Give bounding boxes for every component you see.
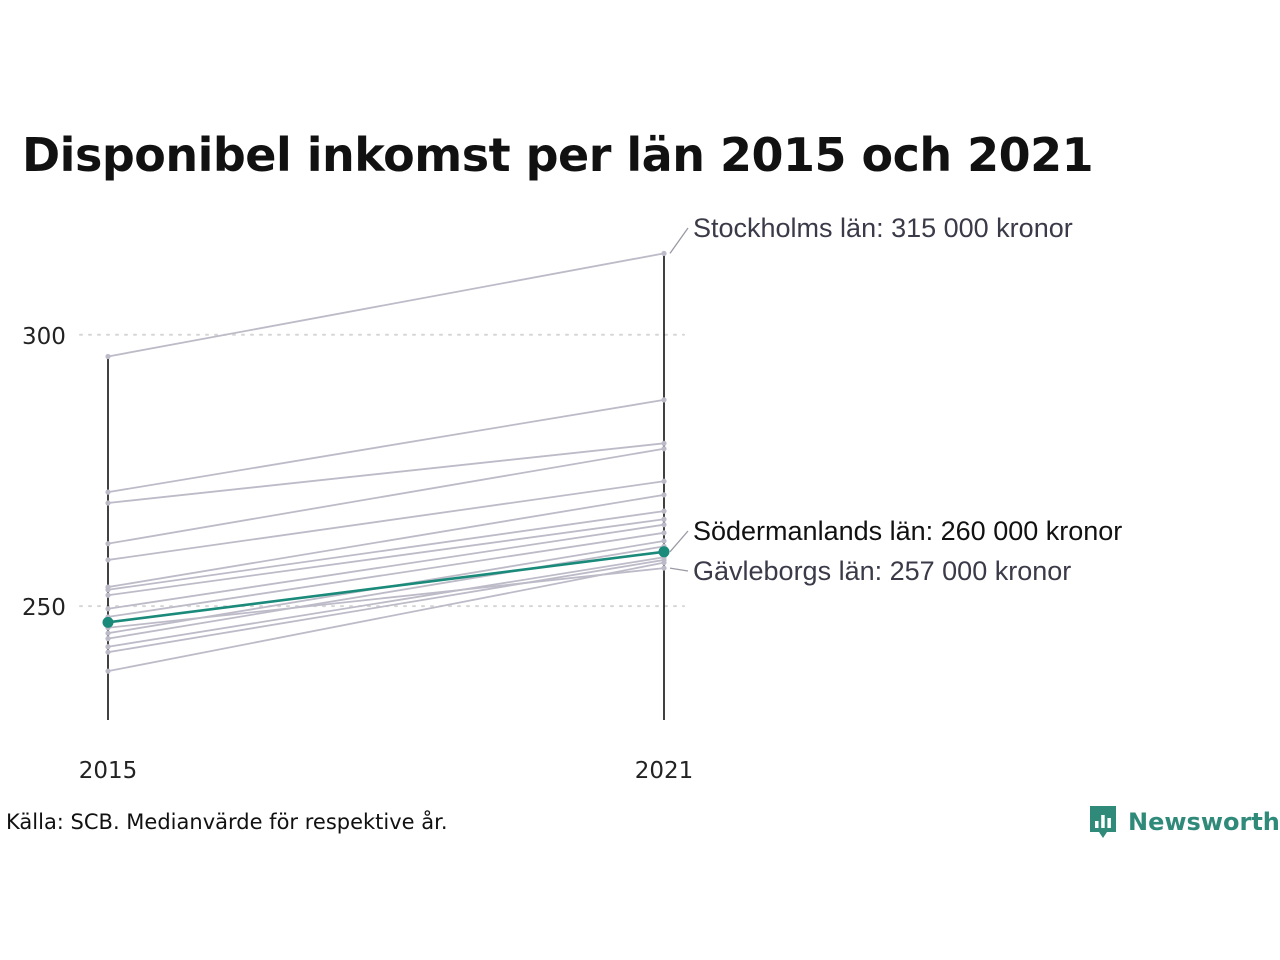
point-län-3-2015 (105, 500, 111, 506)
leader-södermanlands-län (669, 530, 689, 553)
brand-logo: Newsworthy (1088, 802, 1280, 842)
point-län-9-2021 (661, 522, 667, 528)
gridlines (79, 333, 685, 608)
series-södermanlands-län (102, 546, 670, 628)
y-tick-labels: 250 300 (22, 324, 66, 621)
series-län-2 (105, 397, 667, 495)
line-län-9 (107, 523, 665, 610)
line-län-12 (107, 545, 665, 640)
point-län-13-2015 (105, 644, 111, 650)
point-län-10-2021 (661, 530, 667, 536)
point-län-15-2021 (661, 560, 667, 566)
series-län-4 (105, 446, 667, 547)
line-län-7 (107, 510, 665, 591)
series-län-12 (105, 543, 667, 642)
series-labels: Stockholms län: 315 000 kronor Gävleborgs… (669, 213, 1122, 586)
point-län-4-2015 (105, 541, 111, 547)
line-län-4 (107, 447, 665, 545)
point-län-7-2015 (105, 587, 111, 593)
point-län-11-2015 (105, 630, 111, 636)
line-län-5 (107, 480, 665, 561)
line-län-2 (107, 399, 665, 494)
leader-stockholms-län (669, 227, 689, 254)
line-gävleborgs-län (107, 567, 665, 629)
x-tick-labels: 2015 2021 (79, 758, 694, 784)
leader-gävleborgs-län (669, 567, 689, 572)
y-tick-250: 250 (22, 595, 66, 621)
series-län-15 (105, 560, 667, 674)
point-län-12-2015 (105, 636, 111, 642)
point-län-4-2021 (661, 446, 667, 452)
point-län-5-2015 (105, 557, 111, 563)
point-län-2-2015 (105, 489, 111, 495)
brand-name: Newsworthy (1128, 808, 1280, 836)
line-län-14 (107, 559, 665, 654)
point-län-14-2015 (105, 649, 111, 655)
series-lines (102, 250, 670, 674)
label-södermanlands-län: Södermanlands län: 260 000 kronor (693, 516, 1122, 546)
year-axes (107, 253, 665, 720)
x-tick-2021: 2021 (635, 758, 694, 784)
point-södermanlands-län-2015 (102, 616, 114, 628)
series-län-13 (105, 554, 667, 650)
point-län-8-2015 (105, 592, 111, 598)
line-län-8 (107, 518, 665, 597)
series-län-5 (105, 478, 667, 563)
newsworthy-icon (1090, 806, 1116, 838)
series-stockholms-län (105, 250, 667, 360)
point-stockholms-län-2021 (661, 250, 667, 257)
point-län-3-2021 (661, 440, 667, 446)
point-södermanlands-län-2021 (658, 546, 670, 558)
series-län-3 (105, 440, 667, 506)
label-stockholms-län: Stockholms län: 315 000 kronor (693, 213, 1073, 243)
point-län-11-2021 (661, 538, 667, 544)
chart-title: Disponibel inkomst per län 2015 och 2021 (22, 128, 1094, 182)
point-stockholms-län-2015 (105, 353, 111, 360)
line-stockholms-län (107, 252, 665, 358)
series-län-9 (105, 522, 667, 612)
series-län-7 (105, 508, 667, 593)
line-län-6 (107, 493, 665, 588)
label-gävleborgs-län: Gävleborgs län: 257 000 kronor (693, 556, 1071, 586)
line-län-15 (107, 561, 665, 673)
point-län-7-2021 (661, 508, 667, 514)
point-län-9-2015 (105, 606, 111, 612)
line-län-3 (107, 442, 665, 504)
x-tick-2015: 2015 (79, 758, 138, 784)
point-län-5-2021 (661, 478, 667, 484)
line-län-13 (107, 556, 665, 648)
point-län-15-2015 (105, 668, 111, 674)
line-södermanlands-län (107, 550, 665, 624)
point-län-6-2021 (661, 492, 667, 498)
point-län-2-2021 (661, 397, 667, 403)
y-tick-300: 300 (22, 324, 66, 350)
series-län-8 (105, 516, 667, 598)
line-län-10 (107, 531, 665, 618)
point-gävleborgs-län-2021 (661, 565, 667, 571)
point-län-8-2021 (661, 516, 667, 522)
source-note: Källa: SCB. Medianvärde för respektive å… (6, 810, 448, 834)
